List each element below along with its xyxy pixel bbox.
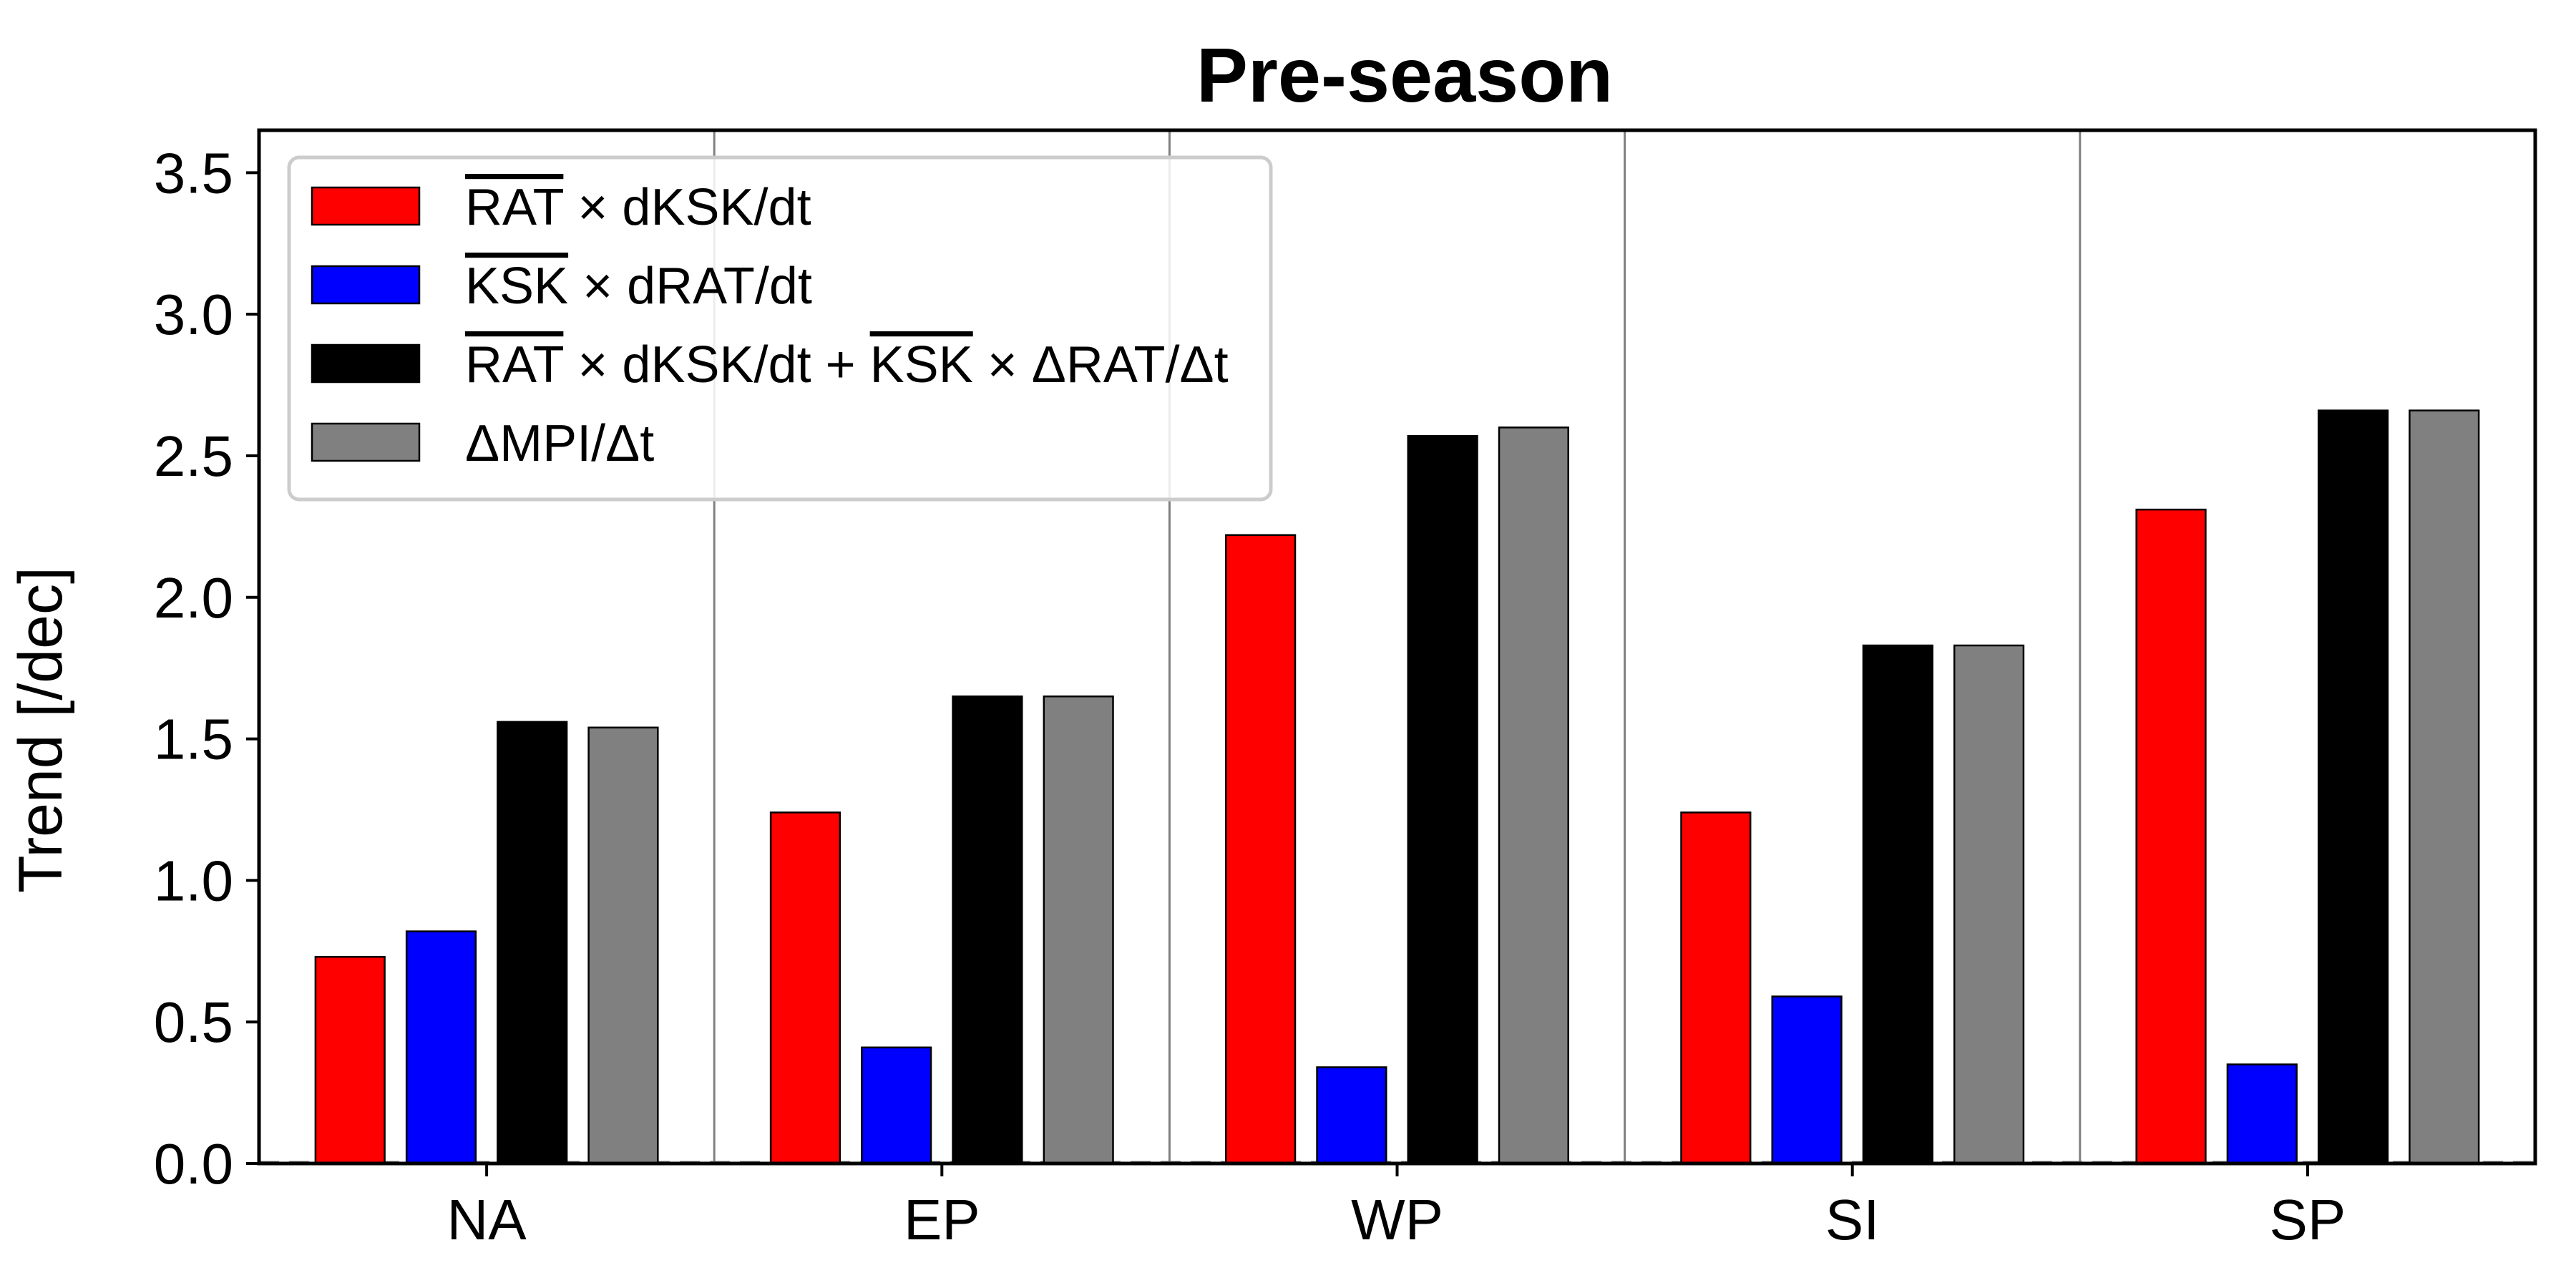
y-tick-label: 3.5 <box>154 141 233 205</box>
x-tick-label: WP <box>1351 1188 1443 1252</box>
y-tick-label: 1.0 <box>154 849 233 912</box>
bar-si-series-3 <box>1862 644 1933 1165</box>
bar-wp-series-2 <box>1316 1066 1387 1165</box>
bar-na-series-3 <box>497 721 568 1165</box>
bar-si-series-1 <box>1680 811 1752 1165</box>
legend-swatch-1 <box>311 186 421 226</box>
legend-label-2: KSK × dRAT/dt <box>465 258 812 315</box>
legend-swatch-3 <box>311 343 421 384</box>
bar-ep-series-3 <box>952 695 1023 1165</box>
x-tick-label: SP <box>2270 1188 2346 1252</box>
bar-sp-series-1 <box>2135 508 2207 1165</box>
bar-na-series-2 <box>405 930 477 1165</box>
y-tick-label: 2.0 <box>154 566 233 630</box>
axes-layer: NA EP WP SI SP 0.0 0.5 1.0 1.5 2.0 2.5 3.0 3.5 <box>154 128 2537 1252</box>
bar-ep-series-1 <box>769 811 841 1165</box>
legend-box <box>287 155 1273 502</box>
bars-layer <box>314 409 2480 1165</box>
y-tick-label: 0.0 <box>154 1132 233 1196</box>
legend-label-3: RAT × dKSK/dt + KSK × ΔRAT/Δt <box>465 336 1229 394</box>
bar-wp-series-1 <box>1225 534 1297 1165</box>
y-tick-label: 0.5 <box>154 990 233 1054</box>
bar-wp-series-3 <box>1407 435 1478 1165</box>
bar-sp-series-3 <box>2317 409 2389 1165</box>
bar-ep-series-2 <box>861 1046 932 1165</box>
axes-frame <box>257 128 2537 1166</box>
y-tick-label: 1.5 <box>154 708 233 771</box>
bar-ep-series-4 <box>1043 695 1114 1165</box>
bar-na-series-1 <box>314 955 386 1165</box>
chart-title: Pre-season <box>1196 31 1613 118</box>
legend-label-1: RAT × dKSK/dt <box>465 179 811 236</box>
x-tick-label: SI <box>1825 1188 1880 1252</box>
legend-swatch-4 <box>311 422 421 462</box>
bar-sp-series-4 <box>2409 409 2480 1165</box>
bar-si-series-4 <box>1953 644 2025 1165</box>
y-axis-label: Trend [/dec] <box>6 567 75 893</box>
legend-swatch-2 <box>311 265 421 305</box>
y-tick-label: 3.0 <box>154 283 233 346</box>
bar-si-series-2 <box>1771 995 1843 1165</box>
y-tick-label: 2.5 <box>154 424 233 488</box>
bar-wp-series-4 <box>1498 426 1569 1165</box>
legend: RAT × dKSK/dt KSK × dRAT/dt RAT × dKSK/dt … <box>287 155 1273 502</box>
legend-label-4: ΔMPI/Δt <box>465 415 654 472</box>
x-tick-label: EP <box>904 1188 980 1252</box>
bar-sp-series-2 <box>2226 1063 2298 1165</box>
x-tick-label: NA <box>447 1188 527 1252</box>
bar-na-series-4 <box>587 726 659 1165</box>
